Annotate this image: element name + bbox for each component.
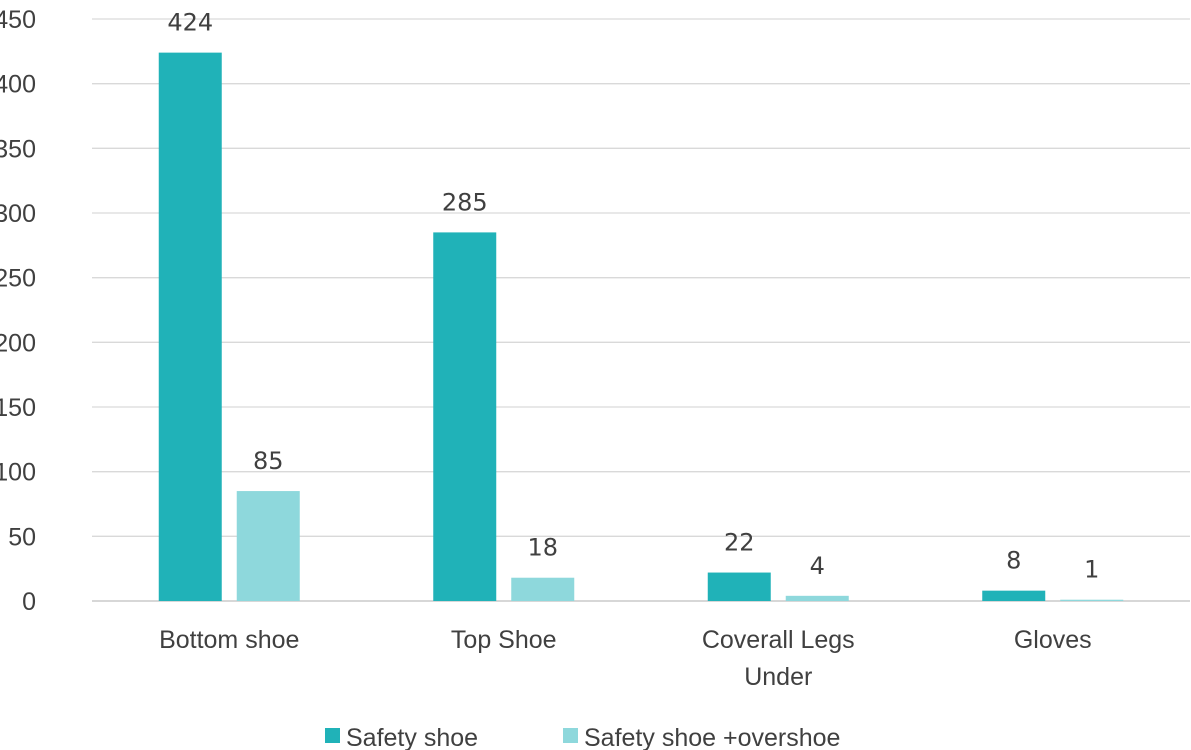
bar-safety-shoe-overshoe [511, 577, 575, 601]
y-tick-label: 50 [8, 523, 36, 551]
x-tick-label: Under [744, 663, 812, 691]
data-label: 18 [527, 534, 558, 562]
data-label: 85 [253, 447, 284, 475]
bar-safety-shoe-overshoe [785, 595, 849, 601]
y-tick-label: 250 [0, 265, 36, 293]
bars [158, 52, 1124, 602]
y-tick-label: 300 [0, 200, 36, 228]
y-tick-label: 400 [0, 71, 36, 99]
bar-safety-shoe-overshoe [236, 491, 300, 601]
legend-swatch [325, 728, 340, 743]
data-label: 285 [442, 188, 488, 216]
y-axis: 0 50 100 150 200 250 300 350 400 450 [0, 6, 36, 616]
data-labels: 424 85 285 18 22 4 8 1 [167, 9, 1099, 584]
y-tick-label: 0 [22, 588, 36, 616]
legend-label: Safety shoe +overshoe [584, 724, 840, 750]
y-tick-label: 150 [0, 394, 36, 422]
bar-safety-shoe [707, 572, 771, 601]
y-tick-label: 200 [0, 329, 36, 357]
y-tick-label: 100 [0, 459, 36, 487]
legend: Safety shoe Safety shoe +overshoe [325, 724, 840, 750]
bar-safety-shoe-overshoe [1060, 599, 1124, 601]
x-tick-label: Bottom shoe [159, 626, 299, 654]
bar-safety-shoe [433, 232, 497, 601]
legend-swatch [563, 728, 578, 743]
legend-label: Safety shoe [346, 724, 478, 750]
x-axis: Bottom shoe Top Shoe Coverall Legs Under Glo… [159, 626, 1092, 691]
data-label: 424 [167, 9, 213, 37]
bar-safety-shoe [158, 52, 222, 602]
data-label: 1 [1084, 556, 1099, 584]
bar-safety-shoe [982, 590, 1046, 601]
y-tick-label: 350 [0, 135, 36, 163]
data-label: 8 [1006, 547, 1021, 575]
data-label: 4 [810, 552, 825, 580]
data-label: 22 [724, 529, 755, 557]
x-tick-label: Coverall Legs [702, 626, 855, 654]
x-tick-label: Top Shoe [451, 626, 557, 654]
x-tick-label: Gloves [1014, 626, 1092, 654]
y-tick-label: 450 [0, 6, 36, 34]
